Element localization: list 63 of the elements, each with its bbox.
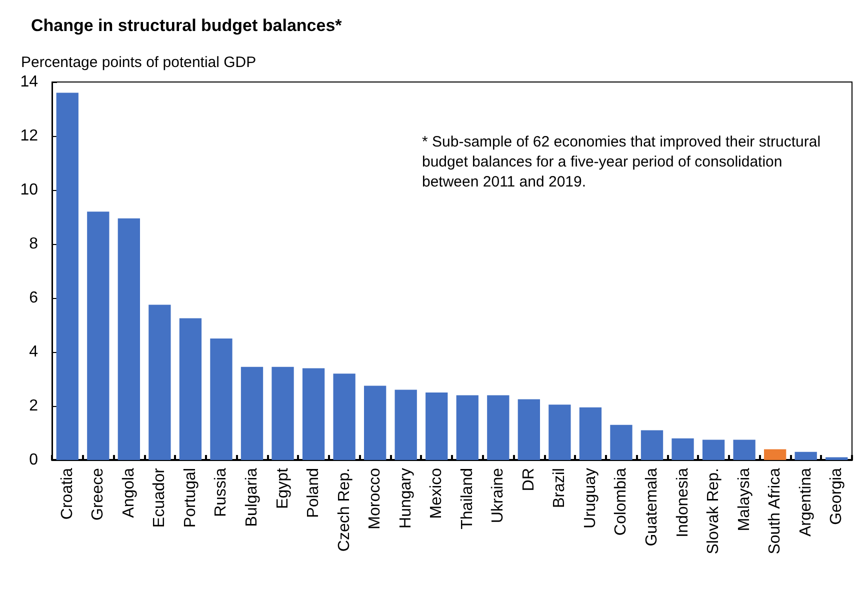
- x-tick-label: Brazil: [551, 468, 568, 508]
- bar: [672, 438, 694, 460]
- bar: [302, 368, 325, 460]
- bar: [426, 392, 448, 460]
- bar: [179, 318, 202, 460]
- x-tick-label: Russia: [212, 468, 230, 517]
- x-tick-label: Thailand: [458, 468, 476, 530]
- y-tick-label: 6: [29, 290, 38, 306]
- bar: [210, 338, 232, 460]
- x-tick-label: Czech Rep.: [336, 468, 353, 552]
- y-tick-label: 8: [29, 236, 38, 252]
- bar: [702, 440, 725, 460]
- x-tick-label: Portugal: [182, 468, 199, 528]
- x-tick-label: Slovak Rep.: [705, 468, 722, 554]
- bar: [518, 399, 540, 460]
- bar: [764, 449, 786, 460]
- bar: [272, 366, 294, 460]
- x-tick-label: Ecuador: [151, 467, 168, 528]
- x-tick-label: Ukraine: [490, 468, 507, 524]
- x-tick-label: Georgia: [828, 468, 846, 525]
- bar: [148, 304, 171, 460]
- x-tick-label: Bulgaria: [244, 468, 260, 527]
- x-tick-label: South Africa: [766, 468, 784, 554]
- bar: [456, 395, 478, 460]
- x-tick-label: Greece: [90, 468, 107, 520]
- bar: [826, 457, 848, 460]
- x-tick-label: Poland: [305, 468, 322, 518]
- bar: [118, 218, 140, 460]
- y-tick-label: 12: [20, 128, 38, 144]
- bar: [640, 430, 664, 460]
- bar: [364, 386, 386, 460]
- bar: [87, 212, 110, 460]
- y-axis-title: Percentage points of potential GDP: [21, 54, 256, 71]
- bar: [240, 366, 264, 460]
- x-tick-label: Egypt: [274, 467, 292, 509]
- x-tick-label: Uruguay: [582, 468, 599, 528]
- y-tick-label: 2: [29, 398, 38, 414]
- y-tick-label: 14: [20, 74, 38, 90]
- x-tick-label: Croatia: [58, 468, 76, 520]
- bar: [733, 440, 756, 460]
- bar: [333, 374, 356, 460]
- bar: [579, 407, 602, 460]
- x-tick-label: Hungary: [397, 468, 414, 528]
- annotation: * Sub-sample of 62 economies that improved their structural budget balances for a five-year period of consolidation between 2011 and 2019.: [422, 134, 825, 190]
- y-tick-label: 4: [29, 344, 38, 360]
- x-tick-label: Argentina: [797, 468, 814, 536]
- bar: [394, 390, 417, 460]
- x-tick-label: DR: [520, 468, 538, 492]
- bar: [548, 404, 571, 460]
- chart-title: Change in structural budget balances*: [31, 16, 342, 35]
- x-tick-label: Mexico: [428, 468, 446, 519]
- x-tick-label: Colombia: [612, 468, 630, 536]
- bar: [56, 92, 78, 460]
- x-tick-label: Guatemala: [644, 468, 660, 546]
- bar: [487, 395, 510, 460]
- y-tick-label: 10: [20, 182, 38, 198]
- x-tick-label: Malaysia: [736, 468, 753, 532]
- x-tick-label: Morocco: [366, 468, 384, 530]
- x-tick-label: Angola: [120, 468, 138, 518]
- y-tick-label: 0: [29, 452, 38, 468]
- bar: [610, 424, 632, 460]
- x-tick-label: Indonesia: [674, 468, 692, 538]
- bar: [794, 452, 817, 460]
